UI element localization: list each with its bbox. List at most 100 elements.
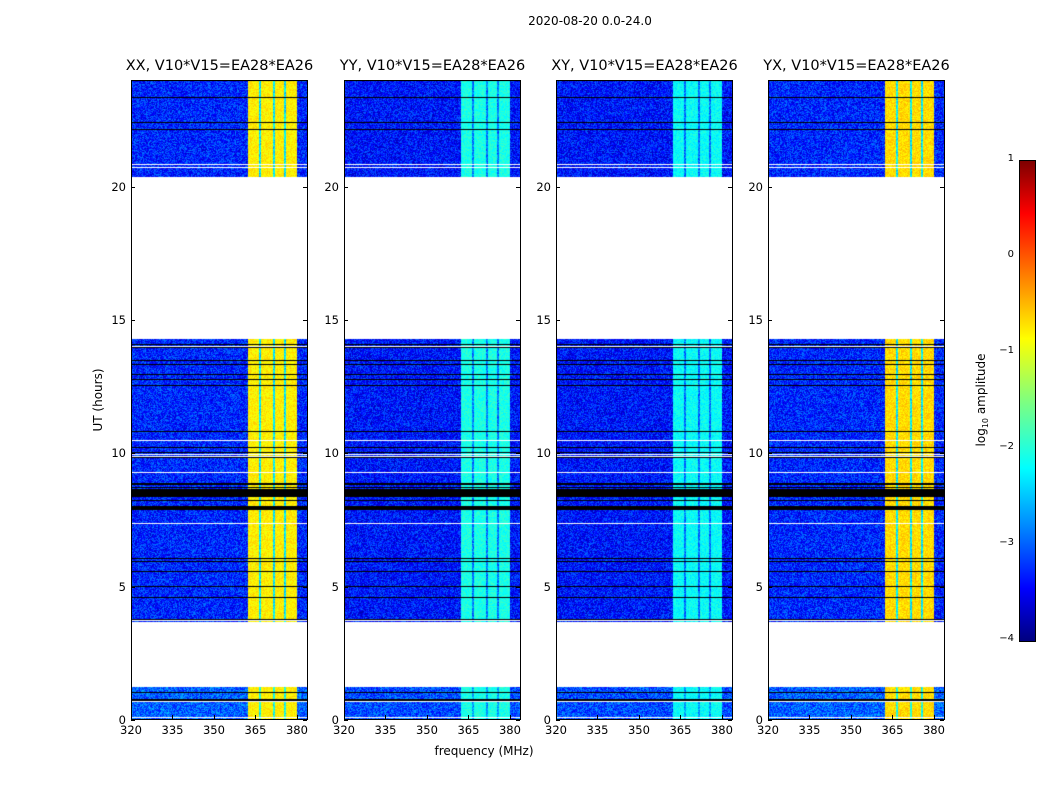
x-tick-label: 380 [922, 723, 945, 737]
x-tick-mark [296, 715, 298, 719]
axes-frame [131, 80, 308, 720]
x-tick-label: 335 [798, 723, 821, 737]
y-tick-mark [556, 720, 560, 721]
spectrogram-panel-yx: YX, V10*V15=EA28*EA26 320 335 350 365 380 0 5 10… [748, 58, 949, 737]
y-tick-label: 10 [536, 446, 551, 461]
y-tick-mark [131, 453, 135, 455]
y-tick-mark [768, 453, 772, 455]
y-tick-label: 10 [324, 446, 339, 461]
x-tick-mark [468, 715, 470, 719]
y-tick-mark [516, 320, 520, 321]
y-tick-mark [940, 586, 944, 588]
y-tick-mark [303, 720, 307, 721]
x-tick-mark [680, 715, 682, 719]
x-tick-mark [809, 715, 811, 719]
x-tick-mark [131, 715, 132, 719]
heatmap-image [344, 80, 521, 720]
y-tick-mark [728, 453, 732, 455]
y-tick-mark [728, 320, 732, 321]
y-tick-mark [516, 586, 520, 588]
y-tick-label: 15 [111, 313, 126, 327]
y-tick-label: 0 [755, 713, 763, 727]
y-tick-label: 15 [536, 313, 551, 327]
y-tick-label: 10 [748, 446, 763, 461]
heatmap-image [556, 80, 733, 720]
x-tick-label: 335 [586, 723, 609, 737]
x-tick-label: 320 [120, 723, 142, 737]
x-tick-mark [213, 715, 215, 719]
y-tick-mark [940, 720, 944, 721]
heatmap-image [131, 80, 308, 720]
x-tick-mark [255, 715, 257, 719]
y-tick-mark [940, 186, 944, 188]
x-tick-mark [933, 715, 935, 719]
x-tick-mark [344, 715, 345, 719]
x-tick-label: 365 [669, 723, 692, 737]
y-tick-mark [556, 453, 560, 455]
y-tick-mark [516, 720, 520, 721]
colorbar-tick-label: −2 [999, 441, 1014, 452]
y-tick-mark [303, 320, 307, 321]
y-tick-mark [728, 720, 732, 721]
colorbar-label: log10 amplitude [973, 353, 991, 447]
y-tick-label: 5 [755, 579, 763, 594]
y-tick-mark [344, 453, 348, 455]
x-tick-label: 350 [627, 723, 650, 737]
x-tick-label: 350 [415, 723, 438, 737]
y-tick-mark [556, 186, 560, 188]
axes-frame [344, 80, 521, 720]
y-tick-label: 20 [536, 179, 551, 194]
x-tick-mark [556, 715, 557, 719]
y-tick-mark [768, 586, 772, 588]
x-tick-mark [721, 715, 723, 719]
x-tick-mark [385, 715, 387, 719]
y-tick-mark [303, 586, 307, 588]
y-tick-label: 15 [324, 313, 339, 327]
y-tick-mark [940, 320, 944, 321]
x-tick-label: 380 [498, 723, 521, 737]
y-tick-label: 0 [543, 713, 551, 727]
axes-frame [556, 80, 733, 720]
y-tick-mark [516, 453, 520, 455]
y-tick-mark [344, 186, 348, 188]
y-tick-label: 5 [118, 579, 126, 594]
y-tick-mark [131, 720, 135, 721]
y-tick-mark [344, 586, 348, 588]
y-tick-mark [303, 186, 307, 188]
spectrogram-panel-xy: XY, V10*V15=EA28*EA26 320 335 350 365 380 0 5 10… [536, 58, 737, 737]
colorbar-tick-label: 0 [1007, 249, 1014, 260]
y-tick-mark [131, 320, 135, 321]
x-tick-mark [426, 715, 428, 719]
y-tick-label: 5 [331, 579, 339, 594]
y-axis-label: UT (hours) [91, 368, 105, 432]
panel-title: YX, V10*V15=EA28*EA26 [763, 58, 950, 74]
x-tick-label: 365 [457, 723, 480, 737]
y-tick-label: 20 [748, 179, 763, 194]
panel-title: XY, V10*V15=EA28*EA26 [551, 58, 738, 74]
y-tick-mark [728, 586, 732, 588]
y-tick-mark [556, 320, 560, 321]
x-tick-label: 380 [285, 723, 308, 737]
x-tick-label: 335 [374, 723, 397, 737]
x-tick-label: 335 [161, 723, 184, 737]
colorbar [1019, 160, 1036, 642]
axes-frame [768, 80, 945, 720]
spectrogram-panel-yy: YY, V10*V15=EA28*EA26 320 335 350 365 380 0 5 10… [324, 58, 525, 737]
colorbar-tick-label: −4 [999, 633, 1014, 644]
y-tick-label: 15 [748, 313, 763, 327]
x-tick-mark [892, 715, 894, 719]
y-tick-label: 20 [111, 179, 126, 194]
y-tick-mark [131, 586, 135, 588]
panel-title: XX, V10*V15=EA28*EA26 [125, 58, 314, 74]
y-tick-mark [344, 320, 348, 321]
x-tick-label: 350 [202, 723, 225, 737]
x-tick-mark [597, 715, 599, 719]
y-tick-mark [556, 586, 560, 588]
y-tick-label: 10 [111, 446, 126, 461]
colorbar-tick-label: −3 [999, 537, 1014, 548]
y-tick-mark [344, 720, 348, 721]
y-tick-mark [131, 186, 135, 188]
colorbar-tick-label: −1 [999, 345, 1014, 356]
y-tick-mark [516, 186, 520, 188]
y-tick-mark [303, 453, 307, 455]
